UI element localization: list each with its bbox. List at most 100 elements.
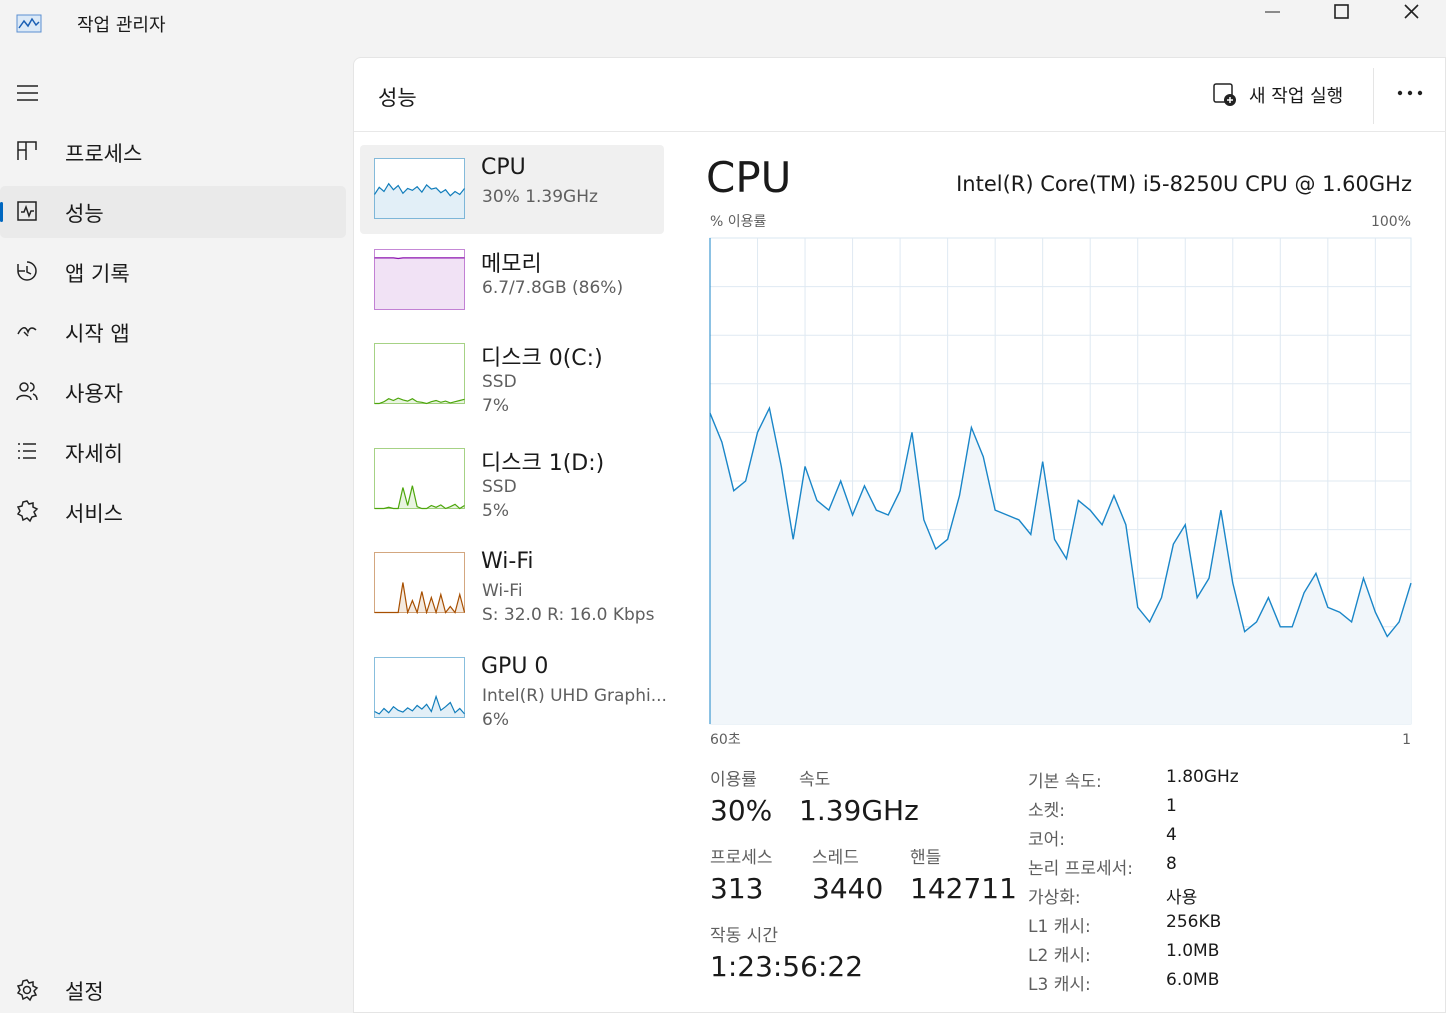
y-tick-label: 100% bbox=[1371, 214, 1411, 230]
stat-value: 1.39GHz bbox=[799, 794, 919, 827]
spark-line bbox=[374, 257, 465, 260]
nav-icon bbox=[16, 500, 39, 523]
spec-value: 4 bbox=[1166, 825, 1177, 845]
sparkline bbox=[374, 448, 465, 510]
spark-area bbox=[374, 582, 465, 613]
sparkline bbox=[374, 657, 465, 718]
resource-detail: 30% 1.39GHz bbox=[482, 187, 598, 207]
nav-item[interactable]: 자세히 bbox=[65, 442, 123, 466]
spark-area bbox=[374, 485, 465, 509]
resource-name: 메모리 bbox=[481, 252, 542, 277]
window-controls[interactable] bbox=[1255, 0, 1445, 26]
nav-icon bbox=[17, 261, 37, 281]
new-task-icon[interactable] bbox=[1212, 82, 1238, 108]
resource-detail: SSD bbox=[482, 477, 517, 497]
resource-detail: 5% bbox=[482, 501, 509, 521]
stat-value: 142711 bbox=[910, 872, 1017, 905]
nav-item[interactable]: 시작 앱 bbox=[65, 322, 130, 346]
spec-value: 사용 bbox=[1166, 888, 1198, 908]
stat-label: 핸들 bbox=[910, 848, 942, 868]
icon-path bbox=[17, 201, 37, 221]
spec-label: 가상화: bbox=[1028, 888, 1081, 908]
icon-path bbox=[17, 327, 37, 337]
nav-item[interactable]: 사용자 bbox=[65, 382, 123, 406]
header-divider bbox=[354, 131, 1446, 132]
x-tick-label: 60초 bbox=[710, 732, 741, 748]
spark-frame bbox=[374, 448, 465, 509]
nav-item[interactable]: 성능 bbox=[65, 202, 104, 226]
spec-label: 코어: bbox=[1028, 830, 1066, 850]
icon-path bbox=[16, 382, 38, 401]
x-tick-label: 1 bbox=[1402, 732, 1411, 748]
resource-detail: SSD bbox=[482, 372, 517, 392]
icon-path bbox=[22, 985, 32, 995]
area bbox=[710, 408, 1411, 724]
spec-value: 8 bbox=[1166, 854, 1177, 874]
resource-detail: 7% bbox=[482, 396, 509, 416]
stat-label: 속도 bbox=[799, 770, 831, 790]
spark-line bbox=[374, 397, 465, 405]
cpu-model: Intel(R) Core(TM) i5-8250U CPU @ 1.60GHz bbox=[956, 172, 1412, 196]
spark-line bbox=[374, 485, 465, 510]
spec-value: 1.0MB bbox=[1166, 941, 1220, 961]
nav-indicator bbox=[0, 202, 3, 222]
nav-icon bbox=[18, 443, 36, 459]
resource-name: CPU bbox=[481, 155, 526, 180]
new-task-button[interactable]: 새 작업 실행 bbox=[1249, 86, 1344, 107]
nav-selected-bg bbox=[0, 186, 346, 238]
spark-area bbox=[374, 696, 465, 718]
separator bbox=[1373, 68, 1374, 124]
spec-label: L3 캐시: bbox=[1028, 975, 1091, 995]
nav-item[interactable]: 프로세스 bbox=[65, 142, 143, 166]
resource-detail: 6.7/7.8GB (86%) bbox=[482, 278, 624, 298]
window-title: 작업 관리자 bbox=[77, 15, 166, 36]
sparkline bbox=[374, 343, 465, 405]
spec-value: 1.80GHz bbox=[1166, 767, 1239, 787]
y-axis-label: % 이용률 bbox=[710, 214, 767, 230]
icon-path bbox=[17, 141, 37, 160]
stat-value: 1:23:56:22 bbox=[710, 950, 864, 983]
detail-title: CPU bbox=[706, 153, 792, 202]
stat-label: 프로세스 bbox=[710, 848, 773, 868]
spark-line bbox=[374, 582, 466, 614]
spec-label: 기본 속도: bbox=[1028, 772, 1102, 792]
resource-detail: Intel(R) UHD Graphi... bbox=[482, 686, 667, 706]
spec-value: 256KB bbox=[1166, 912, 1222, 932]
spec-label: 소켓: bbox=[1028, 801, 1066, 821]
icon-path bbox=[17, 261, 37, 281]
spark-frame bbox=[374, 249, 465, 310]
page-title: 성능 bbox=[378, 86, 417, 110]
app-icon bbox=[16, 14, 42, 33]
stat-label: 작동 시간 bbox=[710, 926, 778, 946]
sparkline bbox=[374, 249, 465, 310]
icon-path bbox=[16, 500, 39, 523]
spark-area bbox=[374, 257, 465, 310]
settings[interactable]: 설정 bbox=[65, 980, 104, 1004]
nav-icon bbox=[17, 141, 37, 160]
spark-line bbox=[374, 694, 465, 715]
nav-icon bbox=[16, 382, 38, 401]
maximize[interactable] bbox=[1334, 4, 1349, 19]
close[interactable] bbox=[1404, 4, 1419, 19]
cpu-chart: % 이용률 100% 60초 1 bbox=[709, 214, 1412, 748]
stat-label: 스레드 bbox=[812, 848, 859, 868]
spark-line bbox=[374, 182, 465, 197]
resource-name: 디스크 0(C:) bbox=[481, 346, 603, 371]
nav-item[interactable]: 서비스 bbox=[65, 502, 123, 526]
nav-item[interactable]: 앱 기록 bbox=[65, 262, 130, 286]
resource-detail: S: 32.0 R: 16.0 Kbps bbox=[482, 605, 655, 625]
more-button[interactable] bbox=[1396, 88, 1426, 98]
nav-icon bbox=[17, 201, 37, 221]
nav-icon bbox=[17, 327, 37, 337]
menu-button[interactable] bbox=[16, 84, 40, 104]
spec-label: L2 캐시: bbox=[1028, 946, 1091, 966]
spark-frame bbox=[374, 343, 465, 404]
stat-value: 3440 bbox=[812, 872, 884, 905]
spec-value: 1 bbox=[1166, 796, 1177, 816]
resource-name: Wi-Fi bbox=[481, 549, 534, 574]
resource-detail: 6% bbox=[482, 710, 509, 730]
spec-value: 6.0MB bbox=[1166, 970, 1220, 990]
sparkline bbox=[374, 158, 465, 219]
stat-label: 이용률 bbox=[710, 770, 757, 790]
